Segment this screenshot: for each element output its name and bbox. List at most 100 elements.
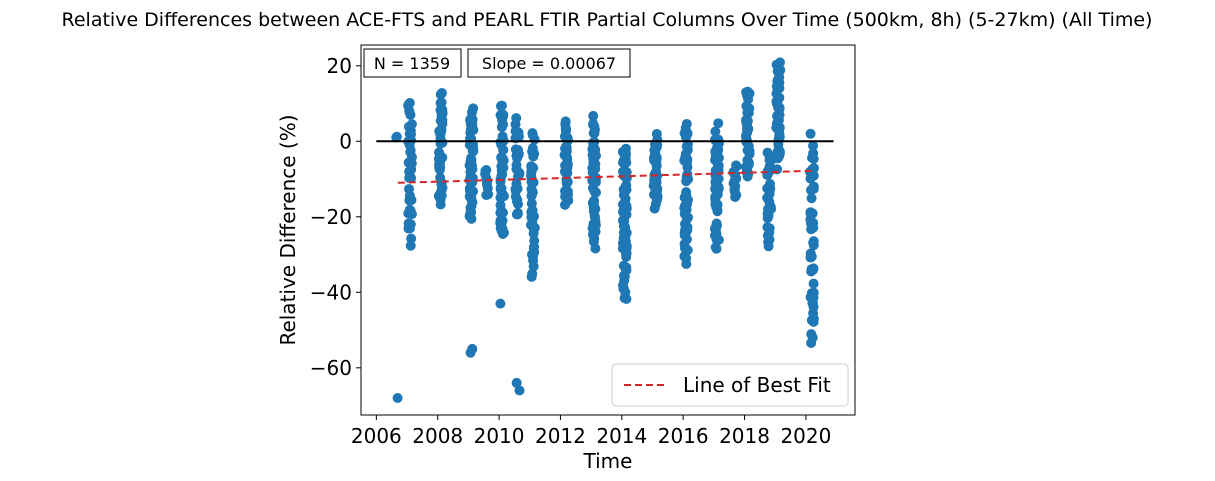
data-point [617,280,628,291]
data-point [762,165,773,176]
data-point [512,196,523,207]
data-point [588,118,599,129]
chart-title: Relative Differences between ACE-FTS and… [62,9,1153,31]
data-point [436,97,447,108]
data-point [681,176,692,187]
data-point [805,248,816,259]
data-point [710,126,721,137]
y-tick-label: −60 [310,356,352,380]
data-point [495,298,506,309]
data-point [404,173,415,184]
data-point [496,217,507,228]
data-points [391,57,819,404]
data-point [742,86,753,97]
data-point [713,173,724,184]
data-point [808,240,819,251]
data-point [496,152,507,163]
data-point [589,196,600,207]
data-point [526,161,537,172]
data-point [405,219,416,230]
data-point [511,377,522,388]
data-point [808,292,819,303]
data-point [764,178,775,189]
data-point [681,187,692,198]
data-point [406,129,417,140]
slope-annotation: Slope = 0.00067 [467,48,631,78]
data-point [562,186,573,197]
data-point [762,147,773,158]
data-point [681,258,692,269]
data-point [436,152,447,163]
data-point [510,184,521,195]
x-tick-label: 2014 [596,424,647,448]
data-point [774,122,785,133]
slope-annotation-text: Slope = 0.00067 [482,54,616,73]
data-point [436,88,447,99]
data-point [619,216,630,227]
data-point [805,128,816,139]
data-point [405,147,416,158]
data-point [496,100,507,111]
data-point [560,131,571,142]
legend: Line of Best Fit [611,363,849,407]
data-point [775,65,786,76]
data-point [773,93,784,104]
data-point [405,240,416,251]
data-point [680,152,691,163]
data-point [527,185,538,196]
best-fit-line [397,169,816,184]
data-point [743,157,754,168]
data-point [588,110,599,121]
y-tick-label: −40 [310,280,352,304]
data-point [511,113,522,124]
x-tick-label: 2006 [351,424,402,448]
data-point [496,161,507,172]
data-point [560,116,571,127]
data-point [710,184,721,195]
data-point [527,130,538,141]
data-point [713,118,724,129]
data-point [731,160,742,171]
x-tick-label: 2012 [535,424,586,448]
data-point [465,347,476,358]
data-point [559,199,570,210]
data-point [526,198,537,209]
data-point [495,200,506,211]
x-tick-label: 2010 [474,424,525,448]
data-point [495,192,506,203]
data-point [681,214,692,225]
data-point [528,243,539,254]
data-point [404,139,415,150]
data-point [808,278,819,289]
data-point [497,169,508,180]
data-point [807,208,818,219]
data-point [682,245,693,256]
data-point [806,193,817,204]
data-point [392,393,403,404]
data-point [498,111,509,122]
data-point [742,145,753,156]
data-point [561,124,572,135]
legend-fit-label: Line of Best Fit [683,373,831,397]
data-point [808,181,819,192]
data-point [808,153,819,164]
data-point [391,131,402,142]
x-axis-ticks: 2006 2008 2010 2012 2014 2016 2018 2020 [351,415,831,448]
data-point [709,134,720,145]
data-point [466,160,477,171]
data-point [711,218,722,229]
data-point [404,194,415,205]
y-tick-label: −20 [310,205,352,229]
data-point [481,165,492,176]
data-point [464,185,475,196]
data-point [681,234,692,245]
data-point [464,211,475,222]
data-point [588,162,599,173]
data-point [404,204,415,215]
data-point [764,223,775,234]
n-annotation: N = 1359 [363,48,462,78]
data-point [529,148,540,159]
plot-frame [360,44,856,416]
data-point [773,74,784,85]
